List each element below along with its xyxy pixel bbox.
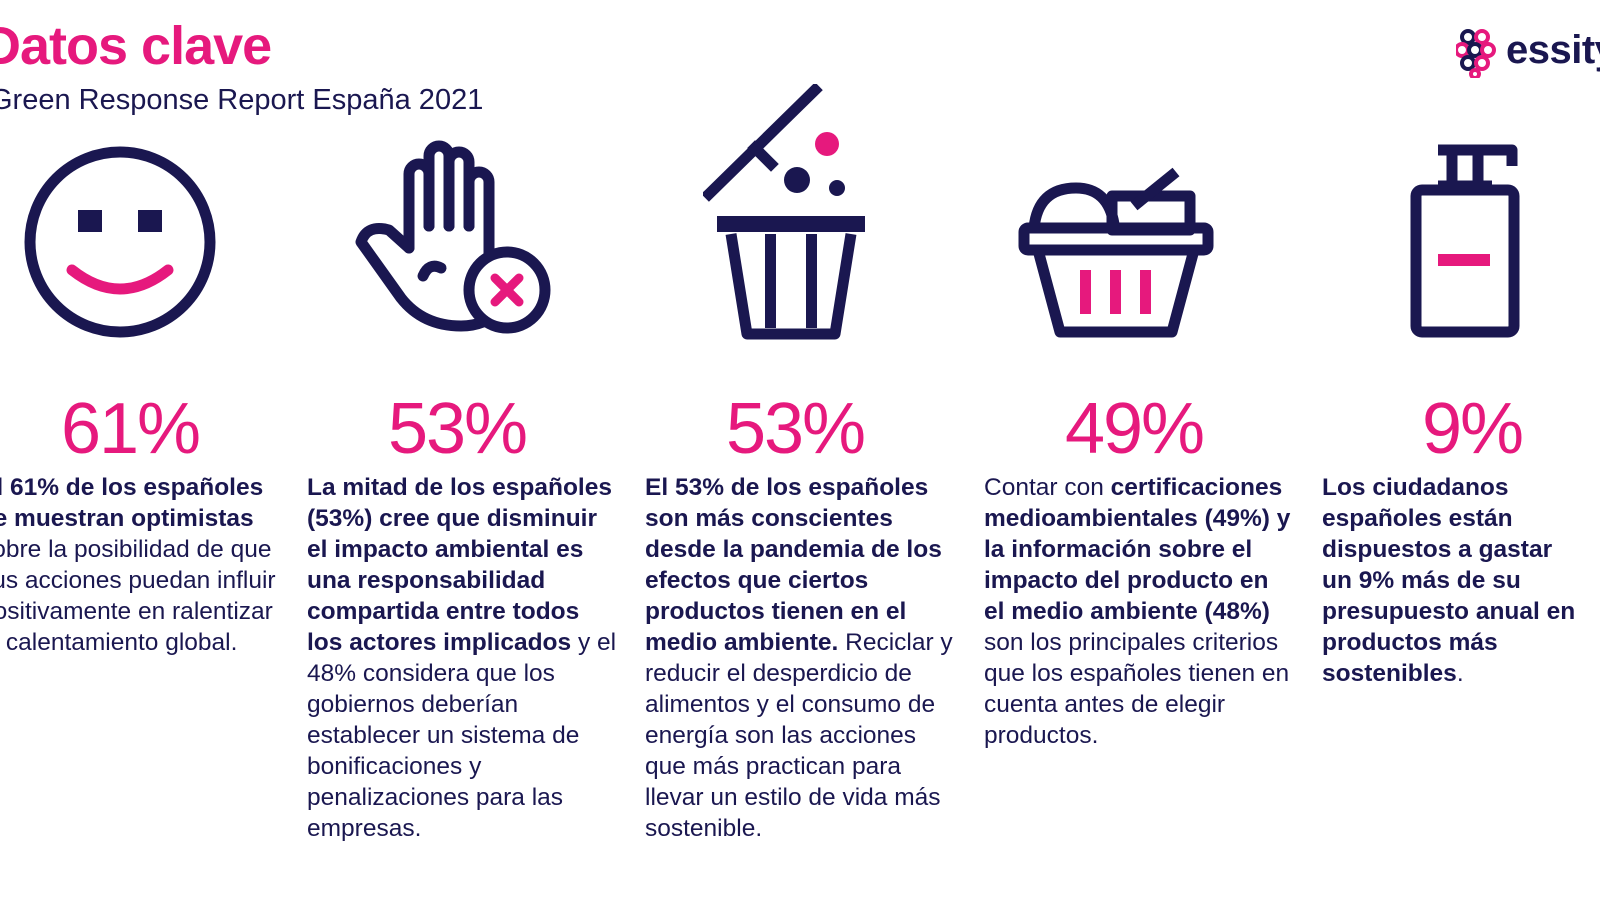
regular-text: son los principales criterios que los es… — [984, 629, 1290, 749]
bold-text: Los ciudadanos españoles están dispuesto… — [1322, 474, 1576, 687]
stat-column-budget: 9% Los ciudadanos españoles están dispue… — [1322, 0, 1600, 900]
bold-text: El 61% de los españoles — [0, 474, 264, 501]
stat-description: La mitad de los españoles (53%) cree que… — [307, 472, 617, 844]
regular-text: y el 48% considera que los gobiernos deb… — [307, 629, 617, 842]
regular-text: Contar con — [984, 474, 1111, 501]
regular-text: sobre la posibilidad de que sus acciones… — [0, 536, 276, 656]
stat-percent: 9% — [1421, 389, 1524, 469]
bold-text: certificaciones medioambientales (49%) y… — [984, 474, 1291, 625]
regular-text: . — [1456, 660, 1464, 687]
trash-bin-icon — [703, 84, 865, 340]
shopping-basket-icon — [1018, 167, 1214, 338]
bold-text: La mitad de los españoles (53%) cree que… — [307, 474, 612, 656]
bold-text: se muestran optimistas — [0, 505, 254, 532]
soap-dispenser-icon — [1410, 144, 1520, 338]
stat-percent: 53% — [387, 389, 528, 469]
stat-column-certifications: 49% Contar con certificaciones medioambi… — [984, 0, 1290, 900]
essity-logo-icon — [1456, 29, 1496, 78]
hand-stop-icon — [355, 140, 551, 334]
bold-text: El 53% de los españoles son más conscien… — [645, 474, 942, 656]
page-subtitle: Green Response Report España 2021 — [0, 84, 484, 116]
page-title: Datos clave — [0, 16, 272, 76]
essity-logo-text: essity — [1506, 28, 1600, 72]
stat-column-responsibility: 53% La mitad de los españoles (53%) cree… — [307, 0, 616, 900]
stat-percent: 61% — [60, 389, 201, 469]
smiley-face-icon — [24, 146, 216, 338]
stat-description: Contar con certificaciones medioambienta… — [984, 472, 1294, 751]
stat-column-pandemic-awareness: 53% El 53% de los españoles son más cons… — [645, 0, 953, 900]
stat-description: El 61% de los españoles se muestran opti… — [0, 472, 290, 658]
stat-description: Los ciudadanos españoles están dispuesto… — [1322, 472, 1582, 689]
stat-percent: 53% — [725, 389, 866, 469]
stat-column-optimism: 61% El 61% de los españoles se muestran … — [0, 0, 280, 900]
stat-description: El 53% de los españoles son más conscien… — [645, 472, 955, 844]
stat-percent: 49% — [1064, 389, 1205, 469]
regular-text: Reciclar y reducir el desperdicio de ali… — [645, 629, 953, 842]
essity-logo: essity — [1456, 28, 1600, 78]
